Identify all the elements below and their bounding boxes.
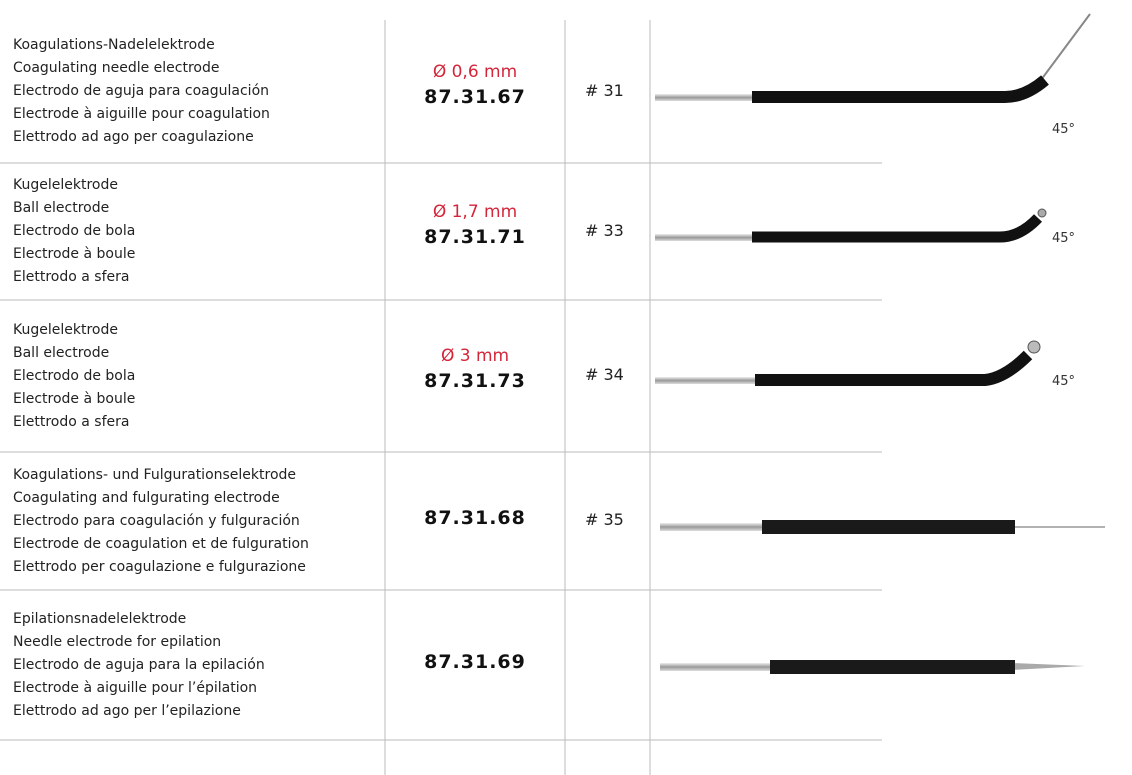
angle: 45° (1052, 374, 1076, 389)
article-code: 87.31.69 (424, 651, 526, 673)
article-code: 87.31.71 (424, 225, 526, 248)
reference: # 35 (585, 510, 624, 529)
description-line: Electrodo de bola (13, 367, 136, 384)
description-line: Ball electrode (13, 200, 110, 216)
description-line: Elettrodo a sfera (13, 269, 130, 285)
description-line: Kugelelektrode (13, 177, 118, 193)
electrode-4 (660, 520, 1105, 534)
description-line: Coagulating needle electrode (13, 60, 220, 76)
electrode-2 (655, 208, 1047, 243)
electrode-3 (655, 340, 1041, 386)
diameter: Ø 3 mm (440, 346, 510, 366)
electrode-1 (655, 13, 1091, 103)
description-line: Elettrodo ad ago per coagulazione (13, 129, 254, 145)
description-line: Electrode à boule (13, 390, 136, 407)
description-line: Elettrodo a sfera (13, 413, 130, 430)
description-line: Electrode de coagulation et de fulgurati… (13, 535, 309, 552)
description-line: Elettrodo ad ago per l’epilazione (13, 702, 241, 719)
diameter: Ø 0,6 mm (432, 61, 518, 82)
description-line: Electrode à aiguille pour l’épilation (13, 679, 258, 696)
reference: # 33 (585, 220, 624, 240)
description-line: Kugelelektrode (13, 321, 118, 338)
description-line: Epilationsnadelelektrode (13, 610, 187, 627)
description-line: Elettrodo per coagulazione e fulgurazion… (13, 558, 306, 575)
description-line: Coagulating and fulgurating electrode (13, 489, 280, 506)
description-line: Electrodo de aguja para coagulación (13, 83, 270, 99)
article-code: 87.31.73 (424, 370, 526, 392)
description-line: Electrodo de aguja para la epilación (13, 656, 265, 673)
article-code: 87.31.68 (424, 507, 526, 529)
description-line: Electrodo de bola (13, 223, 136, 239)
table-grid (0, 20, 882, 775)
description-line: Ball electrode (13, 344, 110, 361)
electrode-5 (660, 660, 1085, 674)
description-line: Electrodo para coagulación y fulguración (13, 512, 300, 529)
angle: 45° (1052, 122, 1076, 137)
angle: 45° (1052, 231, 1076, 246)
description-line: Koagulations- und Fulgurationselektrode (13, 466, 297, 483)
description-line: Electrode à boule (13, 246, 136, 262)
reference: # 31 (585, 80, 624, 100)
reference: # 34 (585, 365, 624, 384)
description-line: Electrode à aiguille pour coagulation (13, 106, 270, 122)
article-code: 87.31.67 (424, 85, 526, 108)
diameter: Ø 1,7 mm (432, 201, 518, 222)
description-line: Needle electrode for epilation (13, 633, 222, 650)
description-line: Koagulations-Nadelelektrode (13, 37, 215, 53)
